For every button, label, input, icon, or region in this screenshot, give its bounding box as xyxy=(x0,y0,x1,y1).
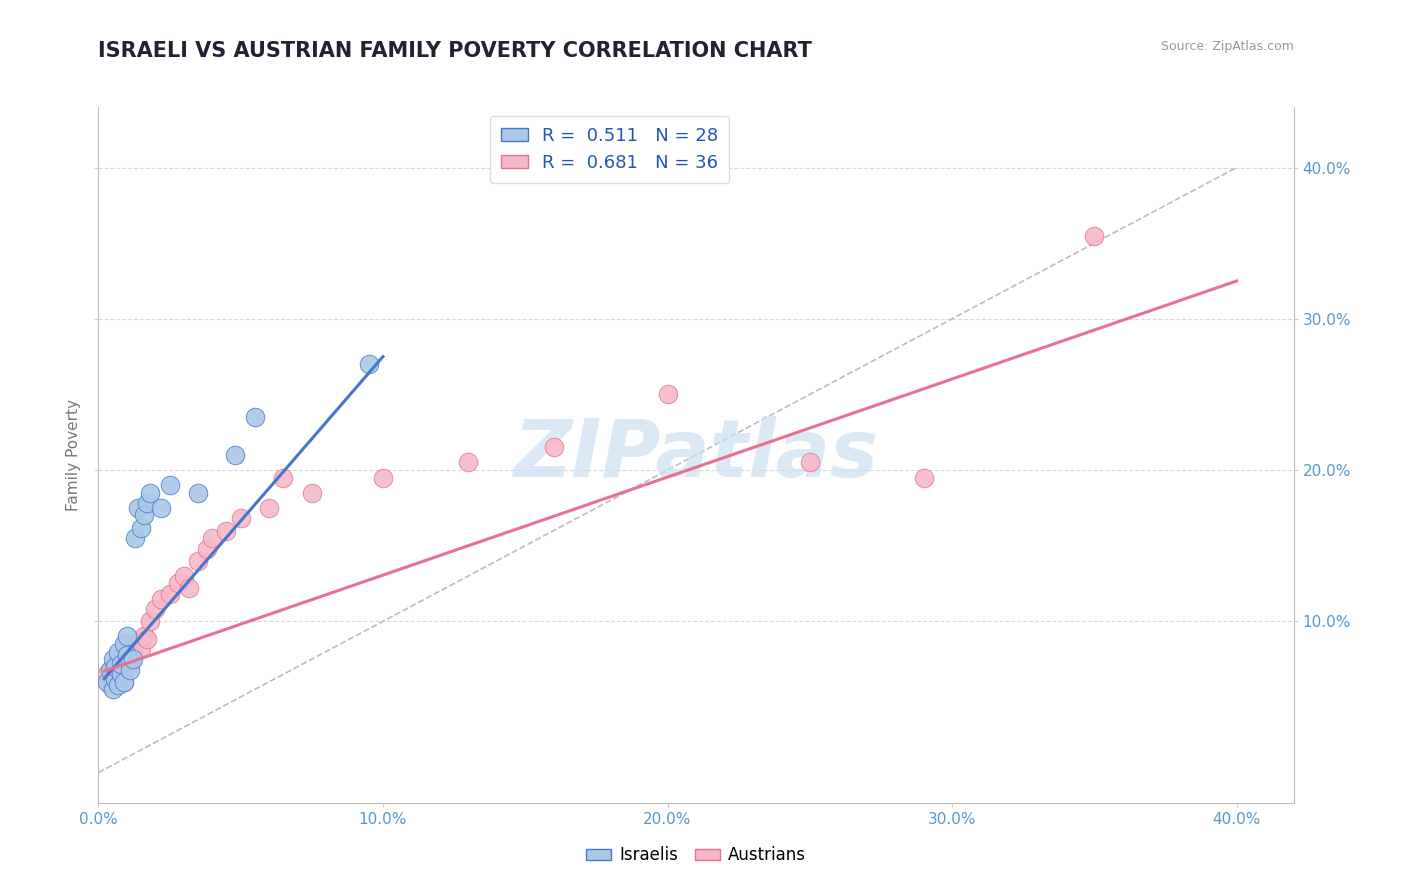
Point xyxy=(112,674,135,689)
Point xyxy=(179,581,201,595)
Point xyxy=(101,652,124,666)
Legend: Israelis, Austrians: Israelis, Austrians xyxy=(579,839,813,871)
Point xyxy=(799,455,821,469)
Point xyxy=(273,470,295,484)
Point xyxy=(543,441,565,455)
Point xyxy=(657,387,679,401)
Point xyxy=(115,648,138,662)
Point xyxy=(127,500,149,515)
Point xyxy=(912,470,935,484)
Point xyxy=(124,637,146,651)
Point xyxy=(187,485,209,500)
Y-axis label: Family Poverty: Family Poverty xyxy=(66,399,82,511)
Point xyxy=(107,644,129,658)
Point xyxy=(159,587,181,601)
Point xyxy=(229,511,252,525)
Point xyxy=(371,470,394,484)
Point xyxy=(173,569,195,583)
Point xyxy=(150,500,173,515)
Point xyxy=(110,667,132,681)
Point xyxy=(457,455,479,469)
Point xyxy=(121,652,143,666)
Point xyxy=(115,644,138,658)
Point xyxy=(121,648,143,662)
Point xyxy=(115,629,138,643)
Point xyxy=(135,632,157,647)
Point xyxy=(129,520,152,534)
Point xyxy=(201,531,224,545)
Point xyxy=(129,641,152,656)
Point xyxy=(215,524,238,538)
Point xyxy=(224,448,246,462)
Point xyxy=(357,357,380,371)
Point xyxy=(96,667,118,681)
Point xyxy=(159,478,181,492)
Point xyxy=(1083,228,1105,243)
Point xyxy=(138,485,160,500)
Point xyxy=(107,678,129,692)
Point xyxy=(107,652,129,666)
Point xyxy=(143,602,166,616)
Point xyxy=(104,672,127,686)
Point xyxy=(101,682,124,697)
Point xyxy=(98,678,121,692)
Point xyxy=(301,485,323,500)
Point xyxy=(187,554,209,568)
Point xyxy=(104,672,127,686)
Point xyxy=(98,663,121,677)
Point xyxy=(132,508,155,523)
Text: Source: ZipAtlas.com: Source: ZipAtlas.com xyxy=(1160,40,1294,54)
Point xyxy=(118,663,141,677)
Point xyxy=(104,659,127,673)
Point xyxy=(112,637,135,651)
Point xyxy=(110,657,132,671)
Point xyxy=(150,591,173,606)
Text: ISRAELI VS AUSTRIAN FAMILY POVERTY CORRELATION CHART: ISRAELI VS AUSTRIAN FAMILY POVERTY CORRE… xyxy=(98,41,813,61)
Point xyxy=(257,500,280,515)
Point xyxy=(112,674,135,689)
Point xyxy=(118,657,141,671)
Point xyxy=(124,531,146,545)
Point xyxy=(101,659,124,673)
Point xyxy=(243,410,266,425)
Point xyxy=(110,663,132,677)
Point xyxy=(167,576,190,591)
Point xyxy=(132,629,155,643)
Text: ZIPatlas: ZIPatlas xyxy=(513,416,879,494)
Point xyxy=(135,496,157,510)
Point xyxy=(96,674,118,689)
Point xyxy=(195,541,218,556)
Point xyxy=(138,615,160,629)
